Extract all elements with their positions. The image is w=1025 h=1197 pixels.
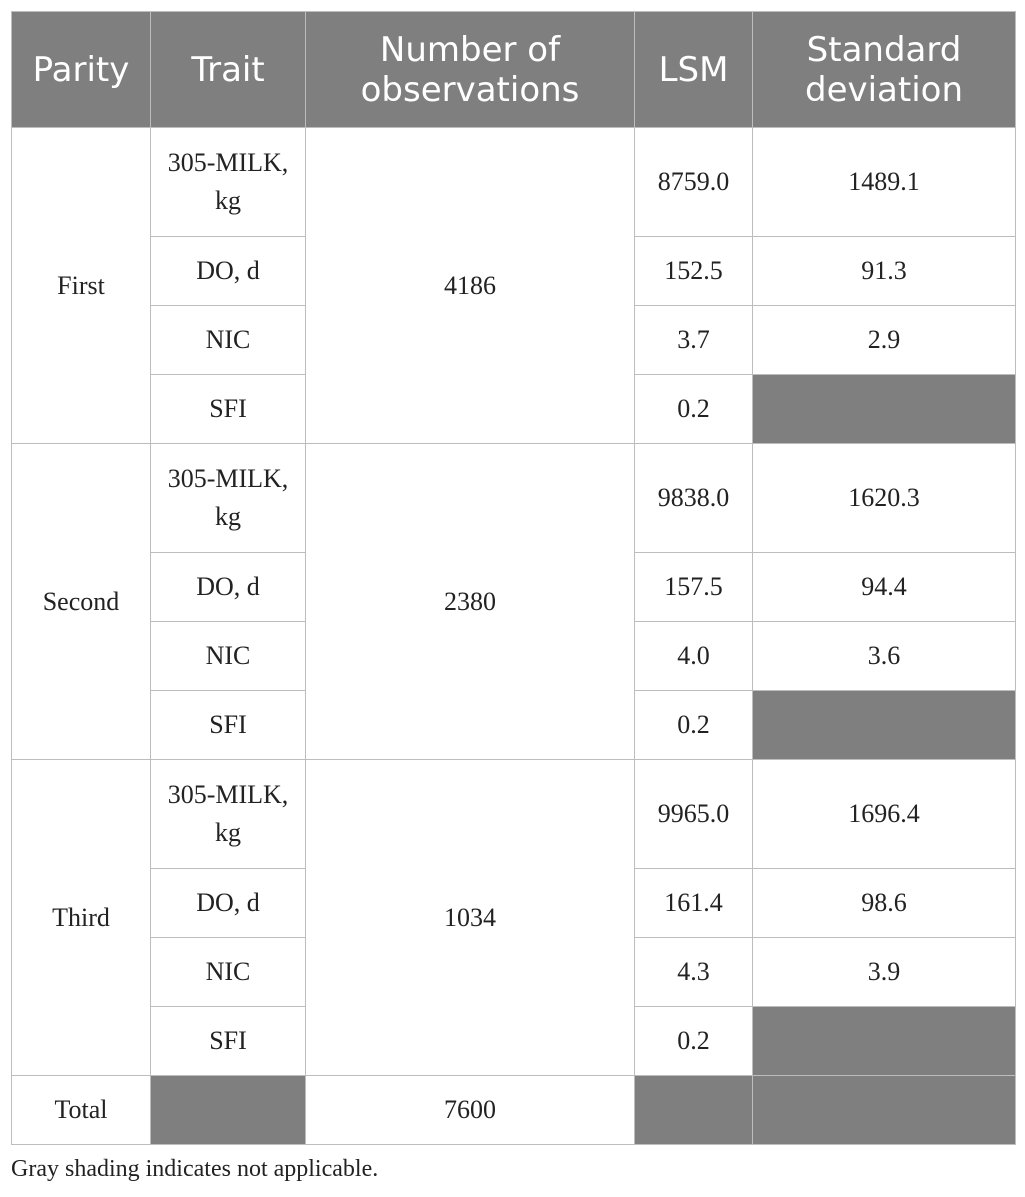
table-row: DO, d 161.4 98.6: [12, 868, 1016, 938]
na-shaded-cell: [752, 1075, 1016, 1145]
lsm-cell: 9838.0: [634, 443, 753, 553]
header-lsm: LSM: [634, 11, 753, 128]
trait-cell: SFI: [150, 690, 306, 760]
observations-cell: 1034: [305, 759, 635, 1076]
trait-cell: 305-MILK, kg: [150, 127, 306, 237]
trait-cell: SFI: [150, 1006, 306, 1076]
table-row: NIC 4.3 3.9: [12, 937, 1016, 1007]
trait-cell: NIC: [150, 305, 306, 375]
table-row: NIC 4.0 3.6: [12, 621, 1016, 691]
data-table: Parity Trait Number of observations LSM …: [11, 11, 1016, 1145]
na-shaded-cell: [150, 1075, 306, 1145]
table-row: DO, d 157.5 94.4: [12, 552, 1016, 622]
header-trait: Trait: [150, 11, 306, 128]
na-shaded-cell: [752, 1006, 1016, 1076]
trait-cell: DO, d: [150, 552, 306, 622]
table-row: SFI 0.2: [12, 1006, 1016, 1076]
sd-cell: 2.9: [752, 305, 1016, 375]
sd-cell: 91.3: [752, 236, 1016, 306]
lsm-cell: 8759.0: [634, 127, 753, 237]
header-observations: Number of observations: [305, 11, 635, 128]
sd-cell: 1620.3: [752, 443, 1016, 553]
table-row: DO, d 152.5 91.3: [12, 236, 1016, 306]
parity-cell: Third: [11, 759, 151, 1076]
total-label: Total: [11, 1075, 151, 1145]
na-shaded-cell: [634, 1075, 753, 1145]
sd-cell: 3.9: [752, 937, 1016, 1007]
na-shaded-cell: [752, 690, 1016, 760]
table-row: SFI 0.2: [12, 690, 1016, 760]
footnote: Gray shading indicates not applicable.: [11, 1156, 379, 1182]
sd-cell: 3.6: [752, 621, 1016, 691]
lsm-cell: 4.0: [634, 621, 753, 691]
sd-cell: 98.6: [752, 868, 1016, 938]
table-row: SFI 0.2: [12, 374, 1016, 444]
lsm-cell: 4.3: [634, 937, 753, 1007]
lsm-cell: 157.5: [634, 552, 753, 622]
table-row: First 305-MILK, kg 4186 8759.0 1489.1: [11, 127, 1016, 444]
trait-cell: SFI: [150, 374, 306, 444]
header-sd: Standard deviation: [752, 11, 1016, 128]
trait-cell: DO, d: [150, 236, 306, 306]
sd-cell: 1696.4: [752, 759, 1016, 869]
header-parity: Parity: [11, 11, 151, 128]
parity-cell: Second: [11, 443, 151, 760]
trait-cell: DO, d: [150, 868, 306, 938]
trait-cell: NIC: [150, 621, 306, 691]
sd-cell: 94.4: [752, 552, 1016, 622]
lsm-cell: 152.5: [634, 236, 753, 306]
header-row: Parity Trait Number of observations LSM …: [11, 11, 1016, 128]
trait-cell: 305-MILK, kg: [150, 443, 306, 553]
lsm-cell: 3.7: [634, 305, 753, 375]
lsm-cell: 0.2: [634, 1006, 753, 1076]
sd-cell: 1489.1: [752, 127, 1016, 237]
lsm-cell: 9965.0: [634, 759, 753, 869]
total-observations: 7600: [305, 1075, 635, 1145]
trait-cell: NIC: [150, 937, 306, 1007]
na-shaded-cell: [752, 374, 1016, 444]
trait-cell: 305-MILK, kg: [150, 759, 306, 869]
total-row: Total 7600: [11, 1075, 1016, 1145]
table-row: Third 305-MILK, kg 1034 9965.0 1696.4: [11, 759, 1016, 1076]
lsm-cell: 0.2: [634, 374, 753, 444]
lsm-cell: 0.2: [634, 690, 753, 760]
table-row: Second 305-MILK, kg 2380 9838.0 1620.3: [11, 443, 1016, 760]
observations-cell: 4186: [305, 127, 635, 444]
parity-cell: First: [11, 127, 151, 444]
observations-cell: 2380: [305, 443, 635, 760]
lsm-cell: 161.4: [634, 868, 753, 938]
